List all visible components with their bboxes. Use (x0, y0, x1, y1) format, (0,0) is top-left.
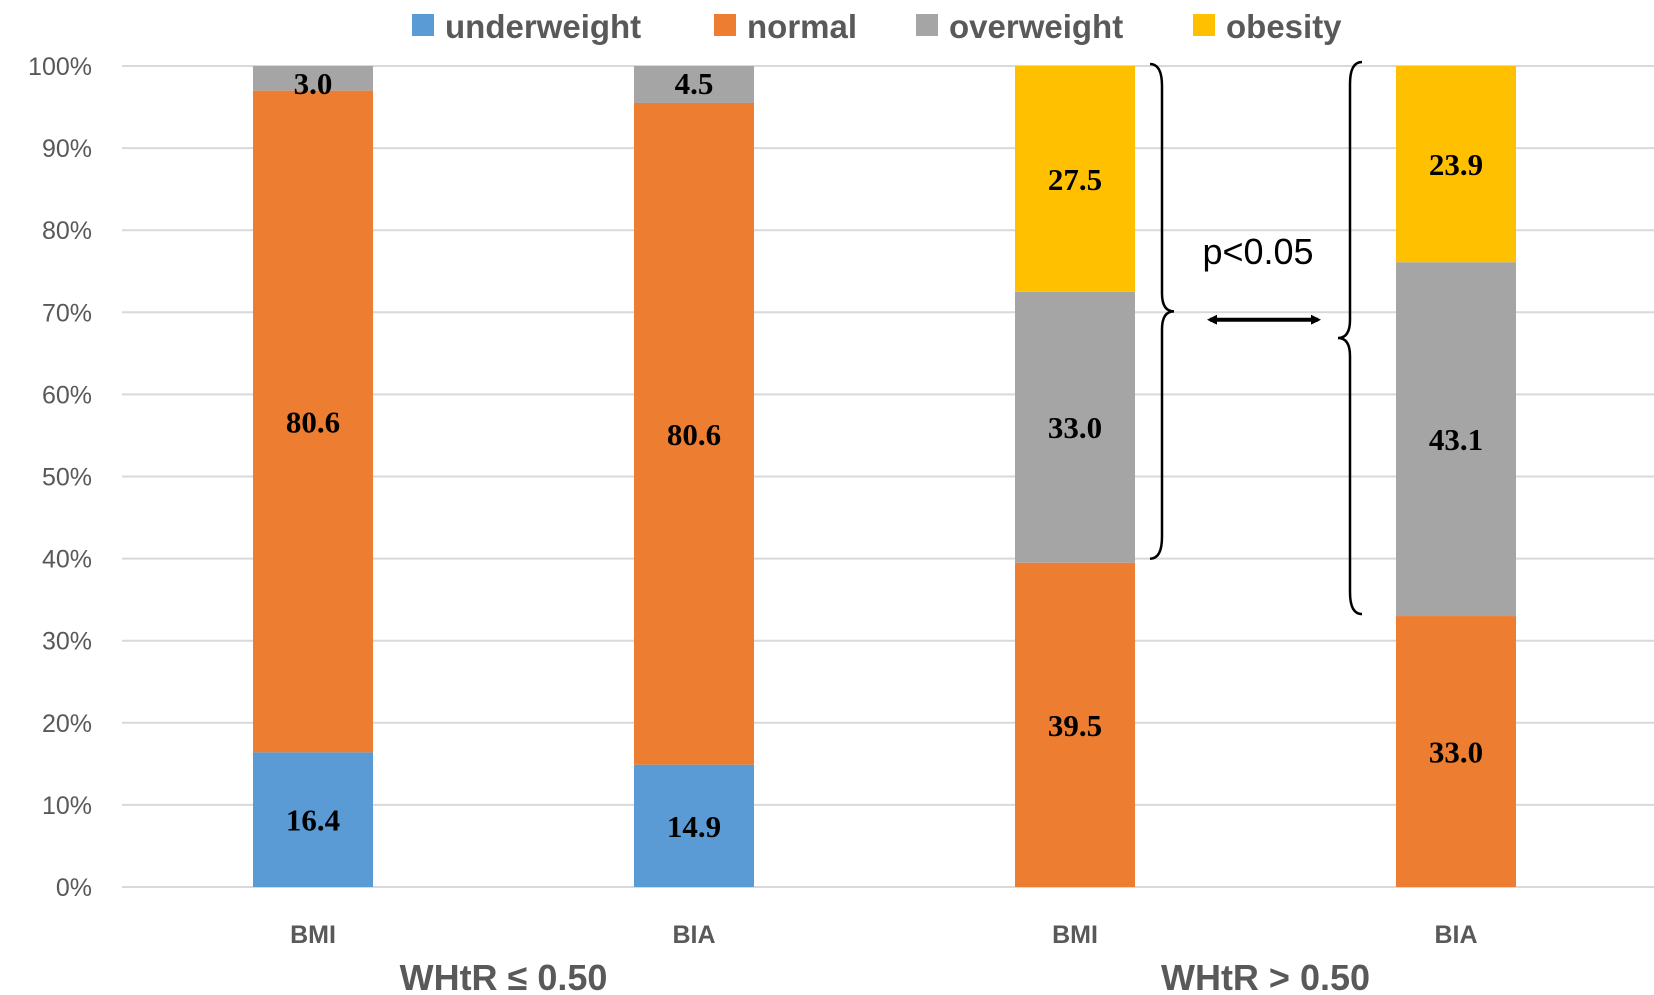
legend-label-overweight: overweight (949, 8, 1123, 45)
bar-segment-normal (1015, 562, 1135, 887)
legend-swatch-obesity (1193, 14, 1215, 36)
y-tick-label: 40% (42, 546, 92, 574)
x-tick-label: BIA (672, 921, 715, 949)
legend: underweight normal overweight obesity (412, 8, 1342, 45)
data-labels: 16.4 80.6 3.0 14.9 80.6 4.5 39.5 33.0 27.5 33.0 43… (286, 66, 1483, 844)
x-tick-label: BIA (1434, 921, 1477, 949)
data-label: 23.9 (1429, 147, 1483, 182)
bar-segment-underweight (634, 764, 754, 887)
p-value-label: p<0.05 (1202, 231, 1313, 272)
bar-segment-normal (634, 102, 754, 765)
bar-segment-obesity (1015, 66, 1135, 292)
data-label: 39.5 (1048, 708, 1102, 743)
legend-label-obesity: obesity (1226, 8, 1342, 45)
bar-segment-obesity (1396, 66, 1516, 263)
data-label: 80.6 (667, 417, 721, 452)
y-tick-label: 80% (42, 217, 92, 245)
y-tick-label: 100% (28, 53, 92, 81)
y-tick-label: 70% (42, 299, 92, 327)
y-axis-ticks: 0% 10% 20% 30% 40% 50% 60% 70% 80% 90% 100% (28, 53, 92, 902)
data-label: 16.4 (286, 803, 340, 838)
right-brace (1337, 60, 1363, 616)
bars (253, 66, 1516, 887)
y-tick-label: 10% (42, 792, 92, 820)
x-tick-label: BMI (290, 921, 336, 949)
data-label: 3.0 (294, 66, 333, 101)
left-brace (1149, 62, 1175, 560)
y-tick-label: 20% (42, 710, 92, 738)
bar-segment-overweight (634, 66, 754, 103)
data-label: 27.5 (1048, 162, 1102, 197)
legend-swatch-normal (714, 14, 736, 36)
bar-segment-overweight (1396, 262, 1516, 617)
data-label: 33.0 (1048, 410, 1102, 445)
y-tick-label: 0% (56, 874, 92, 902)
legend-swatch-overweight (916, 14, 938, 36)
data-label: 80.6 (286, 404, 340, 439)
group-label: WHtR ≤ 0.50 (400, 957, 608, 995)
y-tick-label: 50% (42, 464, 92, 492)
data-label: 43.1 (1429, 422, 1483, 457)
group-label: WHtR > 0.50 (1161, 957, 1370, 995)
x-axis-labels: BMI BIA BMI BIA (290, 921, 1477, 949)
data-label: 14.9 (667, 809, 721, 844)
legend-label-normal: normal (747, 8, 857, 45)
bar-segment-normal (1396, 616, 1516, 887)
data-label: 33.0 (1429, 735, 1483, 770)
significance-annotation: p<0.05 (1149, 60, 1363, 616)
y-tick-label: 90% (42, 135, 92, 163)
y-tick-label: 60% (42, 381, 92, 409)
bar-segment-underweight (253, 752, 373, 887)
bar-segment-normal (253, 90, 373, 753)
y-tick-label: 30% (42, 628, 92, 656)
data-label: 4.5 (675, 66, 714, 101)
x-tick-label: BMI (1052, 921, 1098, 949)
legend-label-underweight: underweight (445, 8, 641, 45)
bar-segment-overweight (253, 66, 373, 91)
group-labels: WHtR ≤ 0.50 WHtR > 0.50 (400, 957, 1370, 995)
bar-segment-overweight (1015, 291, 1135, 563)
legend-swatch-underweight (412, 14, 434, 36)
